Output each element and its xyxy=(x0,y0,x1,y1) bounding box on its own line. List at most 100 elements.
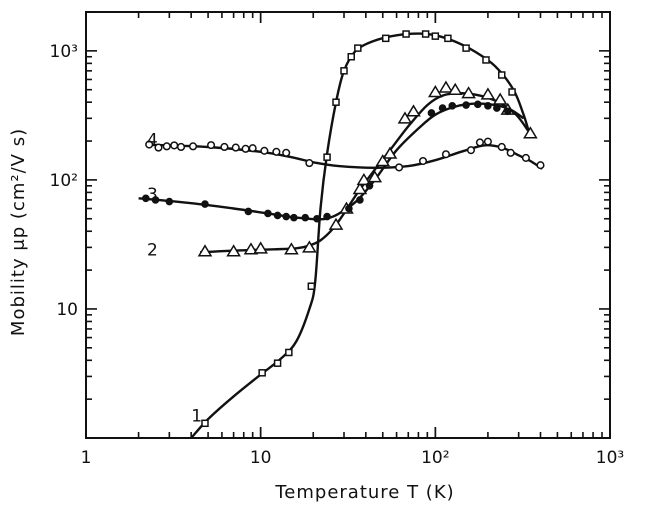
y-tick-label: 10³ xyxy=(50,42,78,62)
series-4-point xyxy=(272,147,281,156)
series-2-point xyxy=(302,240,317,253)
series-2-point xyxy=(226,244,241,257)
series-3-point xyxy=(462,101,470,109)
series-1-point xyxy=(482,56,490,64)
series-3-curve xyxy=(138,102,525,221)
series-4-point xyxy=(475,138,484,147)
series-3-point xyxy=(365,182,374,190)
series-4-point xyxy=(506,148,515,157)
series-3-point xyxy=(323,212,331,221)
series-3-point xyxy=(273,211,282,220)
series-1-point xyxy=(354,44,362,52)
series-1-point xyxy=(462,44,470,52)
series-4-point xyxy=(145,140,154,149)
series-4-curve xyxy=(149,143,544,170)
series-1-point xyxy=(431,32,440,40)
series-4-point xyxy=(521,153,530,162)
series-3-point xyxy=(165,197,174,206)
series-2-curve xyxy=(200,91,530,254)
series-2-point xyxy=(243,242,259,255)
curve-label-2: 2 xyxy=(147,240,158,260)
series-4-point xyxy=(260,146,269,155)
series-4-point xyxy=(305,159,314,168)
series-2-point xyxy=(397,111,413,124)
series-1-point xyxy=(497,71,506,79)
series-1-point xyxy=(323,153,331,161)
series-4-point xyxy=(248,144,257,153)
series-4-point xyxy=(162,142,171,151)
series-1-point xyxy=(347,53,355,61)
series-3-point xyxy=(504,107,512,116)
x-tick-label: 10³ xyxy=(596,448,624,468)
series-2-point xyxy=(428,85,443,98)
series-3-point xyxy=(484,102,492,110)
series-4-point xyxy=(154,143,163,152)
series-1-point xyxy=(258,369,266,377)
series-1-point xyxy=(340,67,348,75)
series-2-point xyxy=(375,154,391,167)
series-2-point xyxy=(352,182,368,195)
series-3-point xyxy=(290,213,298,222)
series-2-point xyxy=(356,172,372,186)
series-2-point xyxy=(382,146,398,159)
y-tick-label: 10 xyxy=(56,300,78,320)
series-4-point xyxy=(282,148,291,157)
series-3-point xyxy=(448,102,457,110)
series-3-point xyxy=(427,109,436,117)
series-3-point xyxy=(301,213,310,222)
tick-labels: 1 10 10² 10³ 10 10² 10³ xyxy=(50,42,625,468)
series-3-point xyxy=(356,196,364,204)
plot-frame xyxy=(85,11,611,439)
curve-label-4: 4 xyxy=(147,131,158,151)
series-4-point xyxy=(441,150,450,159)
series-1-point xyxy=(421,30,430,38)
series-1-point xyxy=(307,282,316,290)
series-4-point xyxy=(170,141,179,150)
series-2-point xyxy=(523,126,538,139)
series-4-point xyxy=(466,146,476,155)
series-1-point xyxy=(273,359,282,367)
y-tick-label: 10² xyxy=(50,171,78,191)
series-markers xyxy=(142,30,545,428)
axis-ticks xyxy=(85,11,611,439)
series-2-point xyxy=(480,87,496,100)
series-1-point xyxy=(332,98,340,106)
series-1-point xyxy=(381,34,390,43)
series-3-point xyxy=(493,104,501,112)
y-axis-label: Mobility μp (cm²/V s) xyxy=(8,128,29,336)
x-tick-label: 1 xyxy=(81,448,92,468)
series-2-point xyxy=(447,82,463,95)
series-3-point xyxy=(151,196,160,204)
series-2-point xyxy=(253,241,268,254)
series-2-point xyxy=(461,86,476,99)
series-1-point xyxy=(285,348,293,357)
series-4-point xyxy=(176,142,186,152)
series-3-point xyxy=(313,214,321,223)
series-4-point xyxy=(241,144,250,153)
series-2-point xyxy=(197,244,213,257)
series-curves xyxy=(138,32,544,439)
series-2-point xyxy=(438,80,454,93)
curve-label-3: 3 xyxy=(147,185,158,205)
series-1-point xyxy=(402,30,410,38)
x-axis-label: Temperature T (K) xyxy=(274,482,454,503)
series-4-point xyxy=(395,163,404,172)
series-2-point xyxy=(367,170,383,183)
series-4-point xyxy=(483,137,492,146)
series-4-point xyxy=(207,141,216,150)
series-4-point xyxy=(497,142,506,152)
series-3-point xyxy=(345,204,353,213)
curve-label-1: 1 xyxy=(191,406,202,426)
curve-labels: 1 2 3 4 xyxy=(147,131,202,427)
series-4-point xyxy=(231,143,240,152)
series-4-point xyxy=(536,161,545,170)
series-3-point xyxy=(244,207,253,216)
series-3-point xyxy=(264,209,272,218)
series-3-point xyxy=(438,104,447,112)
series-3-point xyxy=(282,212,290,221)
x-tick-label: 10² xyxy=(421,448,449,468)
series-3-point xyxy=(201,200,209,208)
series-2-point xyxy=(406,104,421,117)
series-2-point xyxy=(328,217,344,230)
